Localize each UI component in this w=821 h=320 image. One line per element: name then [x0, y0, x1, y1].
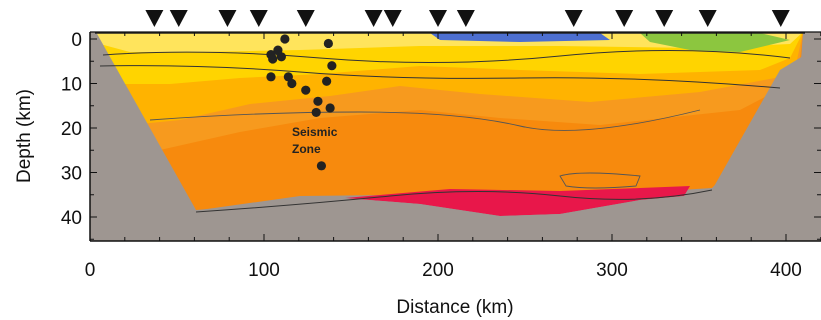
station-marker — [615, 10, 634, 27]
station-marker — [771, 10, 790, 27]
y-tick-label: 20 — [61, 119, 82, 140]
y-tick-label: 0 — [71, 30, 82, 51]
contour-line — [559, 172, 641, 189]
station-marker — [296, 10, 315, 27]
contour-line — [195, 189, 713, 213]
basement-bottom — [90, 190, 821, 241]
station-marker — [429, 10, 447, 27]
plot-frame-group — [89, 31, 821, 242]
zone-blue — [430, 33, 610, 42]
station-marker — [218, 10, 237, 27]
earthquake-point — [325, 103, 335, 113]
y-tick-label: 10 — [61, 75, 82, 96]
zone-green — [640, 33, 790, 52]
earthquake-point — [280, 34, 290, 44]
model-layers — [90, 32, 821, 241]
earthquake-point — [266, 72, 276, 82]
station-marker — [564, 10, 583, 27]
x-tick-label: 300 — [596, 260, 628, 281]
station-marker — [698, 10, 717, 27]
x-tick-label: 100 — [248, 260, 280, 281]
earthquake-point — [322, 76, 332, 86]
contour-line — [149, 109, 701, 131]
earthquake-point — [311, 107, 321, 118]
seismic-zone-label-line1: Seismic — [292, 125, 338, 139]
y-axis-title: Depth (km) — [14, 89, 35, 183]
y-tick-label: 40 — [61, 208, 82, 229]
zone-pale-yellow — [95, 32, 803, 52]
earthquake-point — [276, 52, 286, 62]
earthquake-point — [323, 38, 333, 49]
x-axis-title: Distance (km) — [396, 297, 513, 318]
contour-line — [99, 65, 781, 89]
station-marker — [169, 10, 188, 27]
earthquake-markers — [266, 34, 337, 171]
earthquake-point — [268, 54, 278, 64]
station-marker — [655, 10, 674, 27]
y-axis-ticks: 0 10 20 30 40 — [61, 30, 821, 240]
station-marker — [364, 10, 383, 27]
seismic-zone-label-line2: Zone — [292, 142, 321, 156]
x-tick-label: 200 — [422, 260, 454, 281]
earthquake-point — [287, 78, 297, 89]
station-marker — [249, 10, 268, 27]
station-marker — [456, 10, 475, 27]
station-markers — [145, 10, 790, 27]
y-tick-label: 30 — [61, 164, 82, 185]
station-marker — [145, 10, 164, 27]
earthquake-point — [327, 61, 337, 71]
x-tick-label: 400 — [770, 260, 802, 281]
basement-right — [712, 32, 821, 210]
zone-red — [345, 186, 690, 216]
earthquake-point — [313, 96, 323, 106]
contour-line — [102, 49, 791, 64]
earthquake-point — [316, 161, 327, 171]
station-marker — [383, 10, 402, 27]
x-axis-ticks: 0 100 200 300 400 — [85, 32, 821, 281]
x-tick-label: 0 — [85, 260, 96, 281]
basement-left — [90, 32, 196, 210]
earthquake-point — [301, 85, 311, 95]
